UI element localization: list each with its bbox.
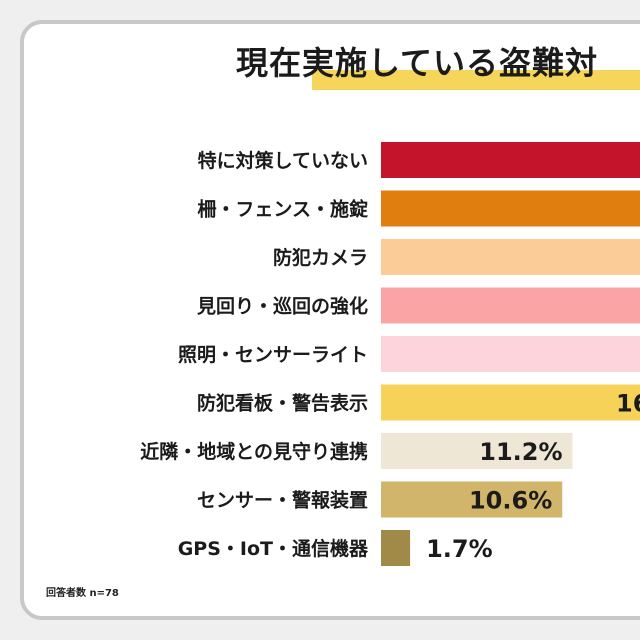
bar xyxy=(381,336,640,372)
value-label: 1.7% xyxy=(426,535,493,563)
bar xyxy=(381,239,640,275)
category-label: センサー・警報装置 xyxy=(197,489,368,512)
bar xyxy=(381,384,640,421)
bar xyxy=(381,433,573,469)
title-area: 現在実施している盗難対 xyxy=(236,36,640,96)
bar xyxy=(381,287,640,324)
bar xyxy=(381,190,640,227)
value-label: 16 xyxy=(616,390,640,418)
category-label: 見回り・巡回の強化 xyxy=(197,295,368,318)
value-label: 11.2% xyxy=(479,438,562,466)
category-label: 特に対策していない xyxy=(198,149,368,172)
value-label: 10.6% xyxy=(469,487,552,515)
category-label: 防犯看板・警告表示 xyxy=(197,392,368,415)
category-label: 防犯カメラ xyxy=(273,246,368,269)
bar xyxy=(381,481,563,518)
title-highlight xyxy=(312,70,640,90)
chart-title: 現在実施している盗難対 xyxy=(236,44,599,82)
category-label: 近隣・地域との見守り連携 xyxy=(140,440,368,463)
bar xyxy=(381,530,411,566)
category-label: 柵・フェンス・施錠 xyxy=(197,198,368,221)
category-label: GPS・IoT・通信機器 xyxy=(178,537,369,560)
respondent-note: 回答者数 n=78 xyxy=(46,588,119,599)
bar xyxy=(381,142,640,178)
category-label: 照明・センサーライト xyxy=(178,344,368,366)
